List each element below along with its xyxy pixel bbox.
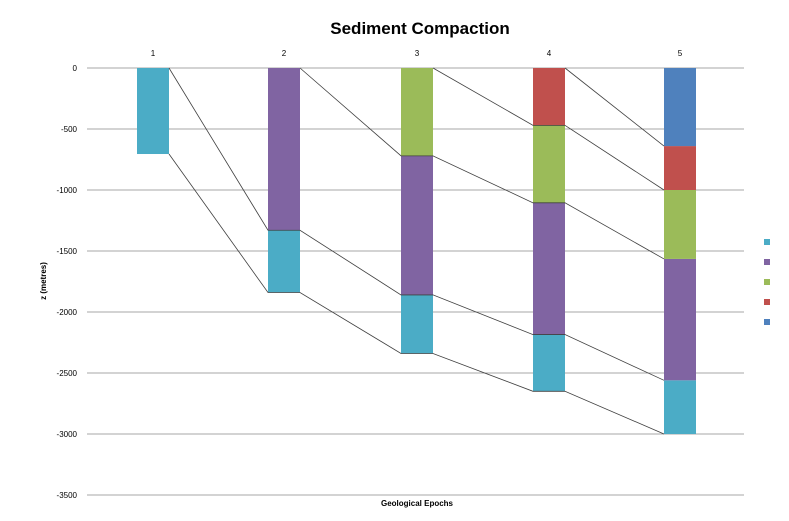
x-tick-label: 3 — [415, 49, 420, 58]
x-tick-label: 2 — [282, 49, 287, 58]
bar-segment — [533, 68, 565, 126]
connector-line — [168, 67, 665, 381]
legend-swatch — [764, 319, 770, 325]
y-tick-label: -1500 — [57, 247, 78, 256]
legend-swatch — [764, 279, 770, 285]
x-axis-title: Geological Epochs — [381, 499, 454, 508]
bar-segment — [268, 68, 300, 231]
connector-line — [564, 67, 665, 147]
connector-line — [432, 67, 665, 191]
bar-segment — [533, 202, 565, 335]
bar-segment — [664, 380, 696, 434]
bars — [137, 68, 696, 434]
legend — [764, 239, 770, 325]
x-tick-label: 1 — [151, 49, 156, 58]
y-axis-title: z (metres) — [39, 262, 48, 300]
y-tick-label: -2000 — [57, 308, 78, 317]
bar-segment — [401, 68, 433, 156]
bar-segment — [401, 155, 433, 295]
y-tick-label: -1000 — [57, 186, 78, 195]
connector-line — [299, 67, 665, 260]
connector-line — [168, 153, 665, 435]
chart-title: Sediment Compaction — [330, 19, 509, 38]
legend-swatch — [764, 259, 770, 265]
y-tick-label: -3000 — [57, 430, 78, 439]
legend-swatch — [764, 239, 770, 245]
y-tick-labels: 0 -500 -1000 -1500 -2000 -2500 -3000 -3500 — [57, 64, 78, 500]
y-tick-label: -3500 — [57, 491, 78, 500]
connector-lines — [168, 67, 665, 435]
x-tick-labels: 1 2 3 4 5 — [151, 49, 683, 58]
bar-segment — [664, 190, 696, 259]
bar-segment — [137, 68, 169, 155]
bar-segment — [664, 68, 696, 147]
y-tick-label: -500 — [61, 125, 78, 134]
bar-segment — [664, 258, 696, 381]
bar-segment — [401, 294, 433, 354]
bar-segment — [268, 230, 300, 293]
x-tick-label: 4 — [547, 49, 552, 58]
legend-swatch — [764, 299, 770, 305]
y-tick-label: 0 — [73, 64, 78, 73]
y-tick-label: -2500 — [57, 369, 78, 378]
bar-segment — [533, 125, 565, 203]
bar-segment — [533, 334, 565, 392]
x-tick-label: 5 — [678, 49, 683, 58]
bar-segment — [664, 146, 696, 190]
